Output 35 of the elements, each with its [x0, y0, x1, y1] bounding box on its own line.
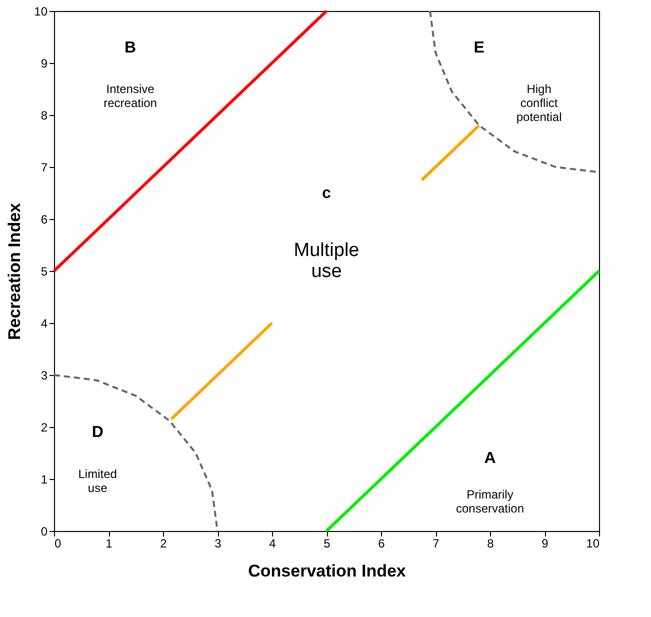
- annotation: B: [124, 39, 136, 56]
- x-tick-label: 4: [269, 536, 276, 550]
- y-tick-label: 3: [40, 368, 48, 382]
- x-tick-label: 3: [214, 536, 222, 550]
- y-tick-label: 5: [40, 264, 48, 278]
- annotation: E: [474, 39, 485, 56]
- y-tick-label: 0: [40, 524, 48, 538]
- y-tick-label: 4: [40, 316, 48, 330]
- y-tick-label: 7: [40, 160, 48, 174]
- x-tick-label: 10: [586, 536, 600, 550]
- annotation: Primarily conservation: [456, 488, 524, 516]
- y-tick-label: 1: [40, 472, 48, 486]
- annotation: Intensive recreation: [104, 82, 157, 110]
- x-axis-title: Conservation Index: [248, 562, 406, 580]
- y-tick-label: 6: [40, 212, 48, 226]
- x-tick-label: 8: [487, 536, 494, 550]
- x-tick-label: 1: [106, 536, 113, 550]
- x-tick-label: 5: [324, 536, 331, 550]
- y-axis-title: Recreation Index: [5, 202, 24, 340]
- annotation: High conflict potential: [516, 82, 562, 124]
- x-tick-label: 6: [378, 536, 386, 550]
- annotation: Limited use: [78, 466, 117, 495]
- annotation: c: [322, 185, 332, 202]
- y-tick-label: 2: [40, 420, 48, 434]
- y-tick-label: 9: [40, 56, 48, 70]
- x-tick-label: 2: [160, 536, 168, 550]
- x-tick-label: 7: [432, 536, 440, 550]
- y-tick-label: 8: [40, 108, 48, 122]
- line-series: [53, 374, 218, 532]
- annotation: A: [484, 450, 496, 468]
- annotation: Multiple use: [294, 240, 360, 282]
- annotation: D: [92, 424, 104, 442]
- x-tick-label: 9: [542, 536, 549, 550]
- y-tick-label: 10: [34, 4, 48, 18]
- x-tick-label: 0: [54, 536, 62, 550]
